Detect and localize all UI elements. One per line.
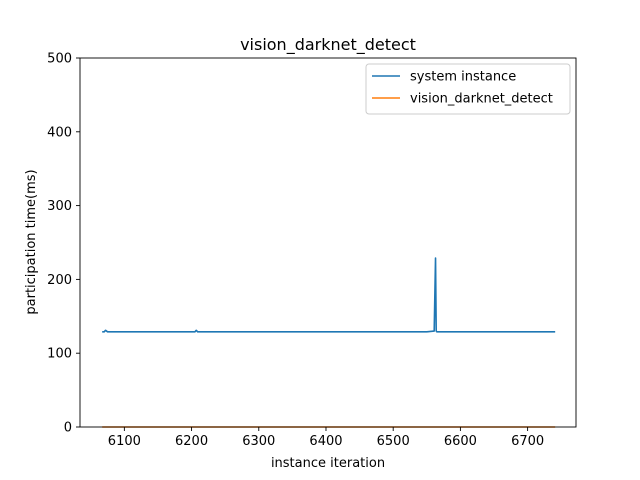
series-line-0	[102, 257, 556, 333]
y-axis-label: participation time(ms)	[24, 169, 39, 314]
y-tick-label: 0	[64, 421, 72, 436]
x-tick-label: 6700	[511, 434, 544, 449]
chart-title: vision_darknet_detect	[240, 35, 416, 55]
x-tick-label: 6200	[175, 434, 208, 449]
x-tick-label: 6600	[444, 434, 477, 449]
legend: system instance vision_darknet_detect	[365, 63, 571, 115]
legend-label-0: system instance	[410, 70, 516, 85]
y-tick-label: 400	[47, 125, 72, 140]
legend-box	[365, 63, 571, 115]
x-tick-label: 6100	[108, 434, 141, 449]
y-tick-label: 100	[47, 347, 72, 362]
y-tick-label: 200	[47, 273, 72, 288]
axes: 6100 6200 6300 6400 6500 6600 6700 0 100 200 300 40…	[47, 52, 577, 449]
legend-label-1: vision_darknet_detect	[410, 92, 553, 107]
x-tick-label: 6400	[309, 434, 342, 449]
plot-area	[102, 257, 556, 428]
y-tick-label: 500	[47, 52, 72, 67]
x-axis-label: instance iteration	[271, 456, 385, 471]
y-tick-label: 300	[47, 199, 72, 214]
x-tick-label: 6300	[242, 434, 275, 449]
plot-frame	[79, 57, 577, 428]
x-tick-label: 6500	[377, 434, 410, 449]
